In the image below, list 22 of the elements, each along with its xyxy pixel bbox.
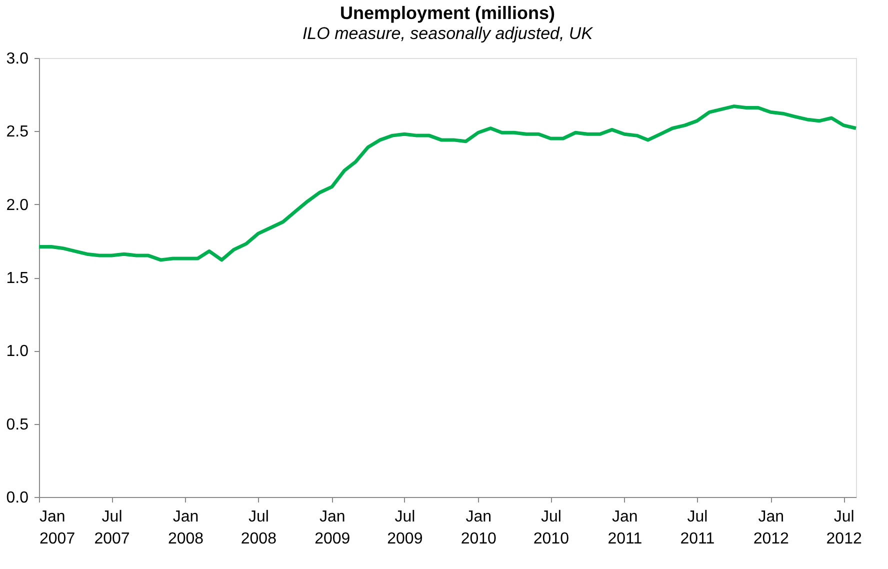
y-tick-label: 0.0 xyxy=(6,490,29,506)
x-tick-label: Jul 2007 xyxy=(94,508,130,548)
x-tick-label: Jul 2008 xyxy=(240,508,277,548)
x-tick-label: Jan 2011 xyxy=(608,508,642,548)
y-tick-label: 1.0 xyxy=(6,343,29,360)
x-tick-label: Jul 2012 xyxy=(826,508,862,548)
x-tick-label: Jan 2007 xyxy=(40,508,76,548)
x-tick-label: Jul 2010 xyxy=(533,508,570,548)
x-tick-label: Jan 2009 xyxy=(314,508,350,548)
x-tick-label: Jul 2011 xyxy=(680,508,715,548)
x-tick-label: Jul 2009 xyxy=(387,508,423,548)
x-tick-label: Jan 2008 xyxy=(168,508,204,548)
y-tick-label: 1.5 xyxy=(6,270,29,287)
line-series xyxy=(37,104,858,262)
y-tick-label: 2.5 xyxy=(6,124,29,141)
y-tick-label: 0.5 xyxy=(6,416,29,434)
x-tick-label: Jan 2010 xyxy=(460,508,497,548)
chart-subtitle: ILO measure, seasonally adjusted, UK xyxy=(302,24,594,43)
x-tick-label: Jan 2012 xyxy=(753,508,790,548)
y-tick-label: 2.0 xyxy=(6,196,29,214)
y-tick-label: 3.0 xyxy=(6,50,29,68)
chart-title: Unemployment (millions) xyxy=(340,3,556,23)
